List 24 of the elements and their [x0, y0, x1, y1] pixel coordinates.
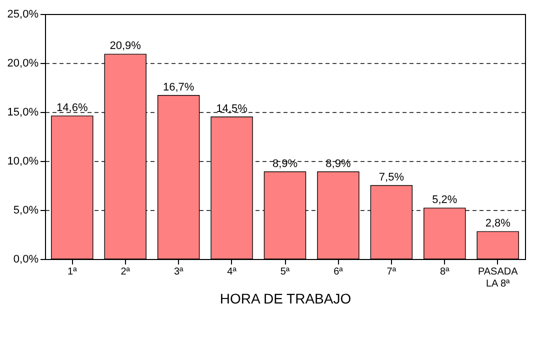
x-axis-title: HORA DE TRABAJO — [220, 290, 352, 306]
data-label: 7,5% — [378, 172, 404, 184]
y-tick-label: 0,0% — [13, 254, 39, 266]
y-tick-label: 5,0% — [13, 204, 39, 216]
y-tick-label: 10,0% — [7, 156, 39, 168]
x-tick-label: 3ª — [174, 266, 184, 278]
x-tick-label: 4ª — [227, 266, 237, 278]
x-tick-label: 6ª — [334, 266, 344, 278]
data-label: 20,9% — [110, 40, 142, 52]
data-label: 8,9% — [272, 158, 298, 170]
y-tick-label: 25,0% — [7, 8, 39, 20]
x-tick-label: 1ª — [68, 266, 78, 278]
y-tick-label: 15,0% — [7, 106, 39, 118]
data-label: 14,6% — [56, 102, 88, 114]
data-label: 14,5% — [216, 102, 248, 115]
x-tick-label: 7ª — [386, 266, 396, 278]
x-tick-label: 5ª — [280, 266, 290, 278]
x-tick-label: PASADA LA 8ª — [478, 266, 518, 290]
x-tick-label: 8ª — [440, 266, 450, 278]
data-label: 2,8% — [485, 218, 511, 230]
data-label: 5,2% — [432, 194, 458, 206]
y-tick-label: 20,0% — [7, 58, 39, 70]
data-label: 16,7% — [162, 81, 194, 94]
x-tick-label: 2ª — [120, 266, 130, 278]
